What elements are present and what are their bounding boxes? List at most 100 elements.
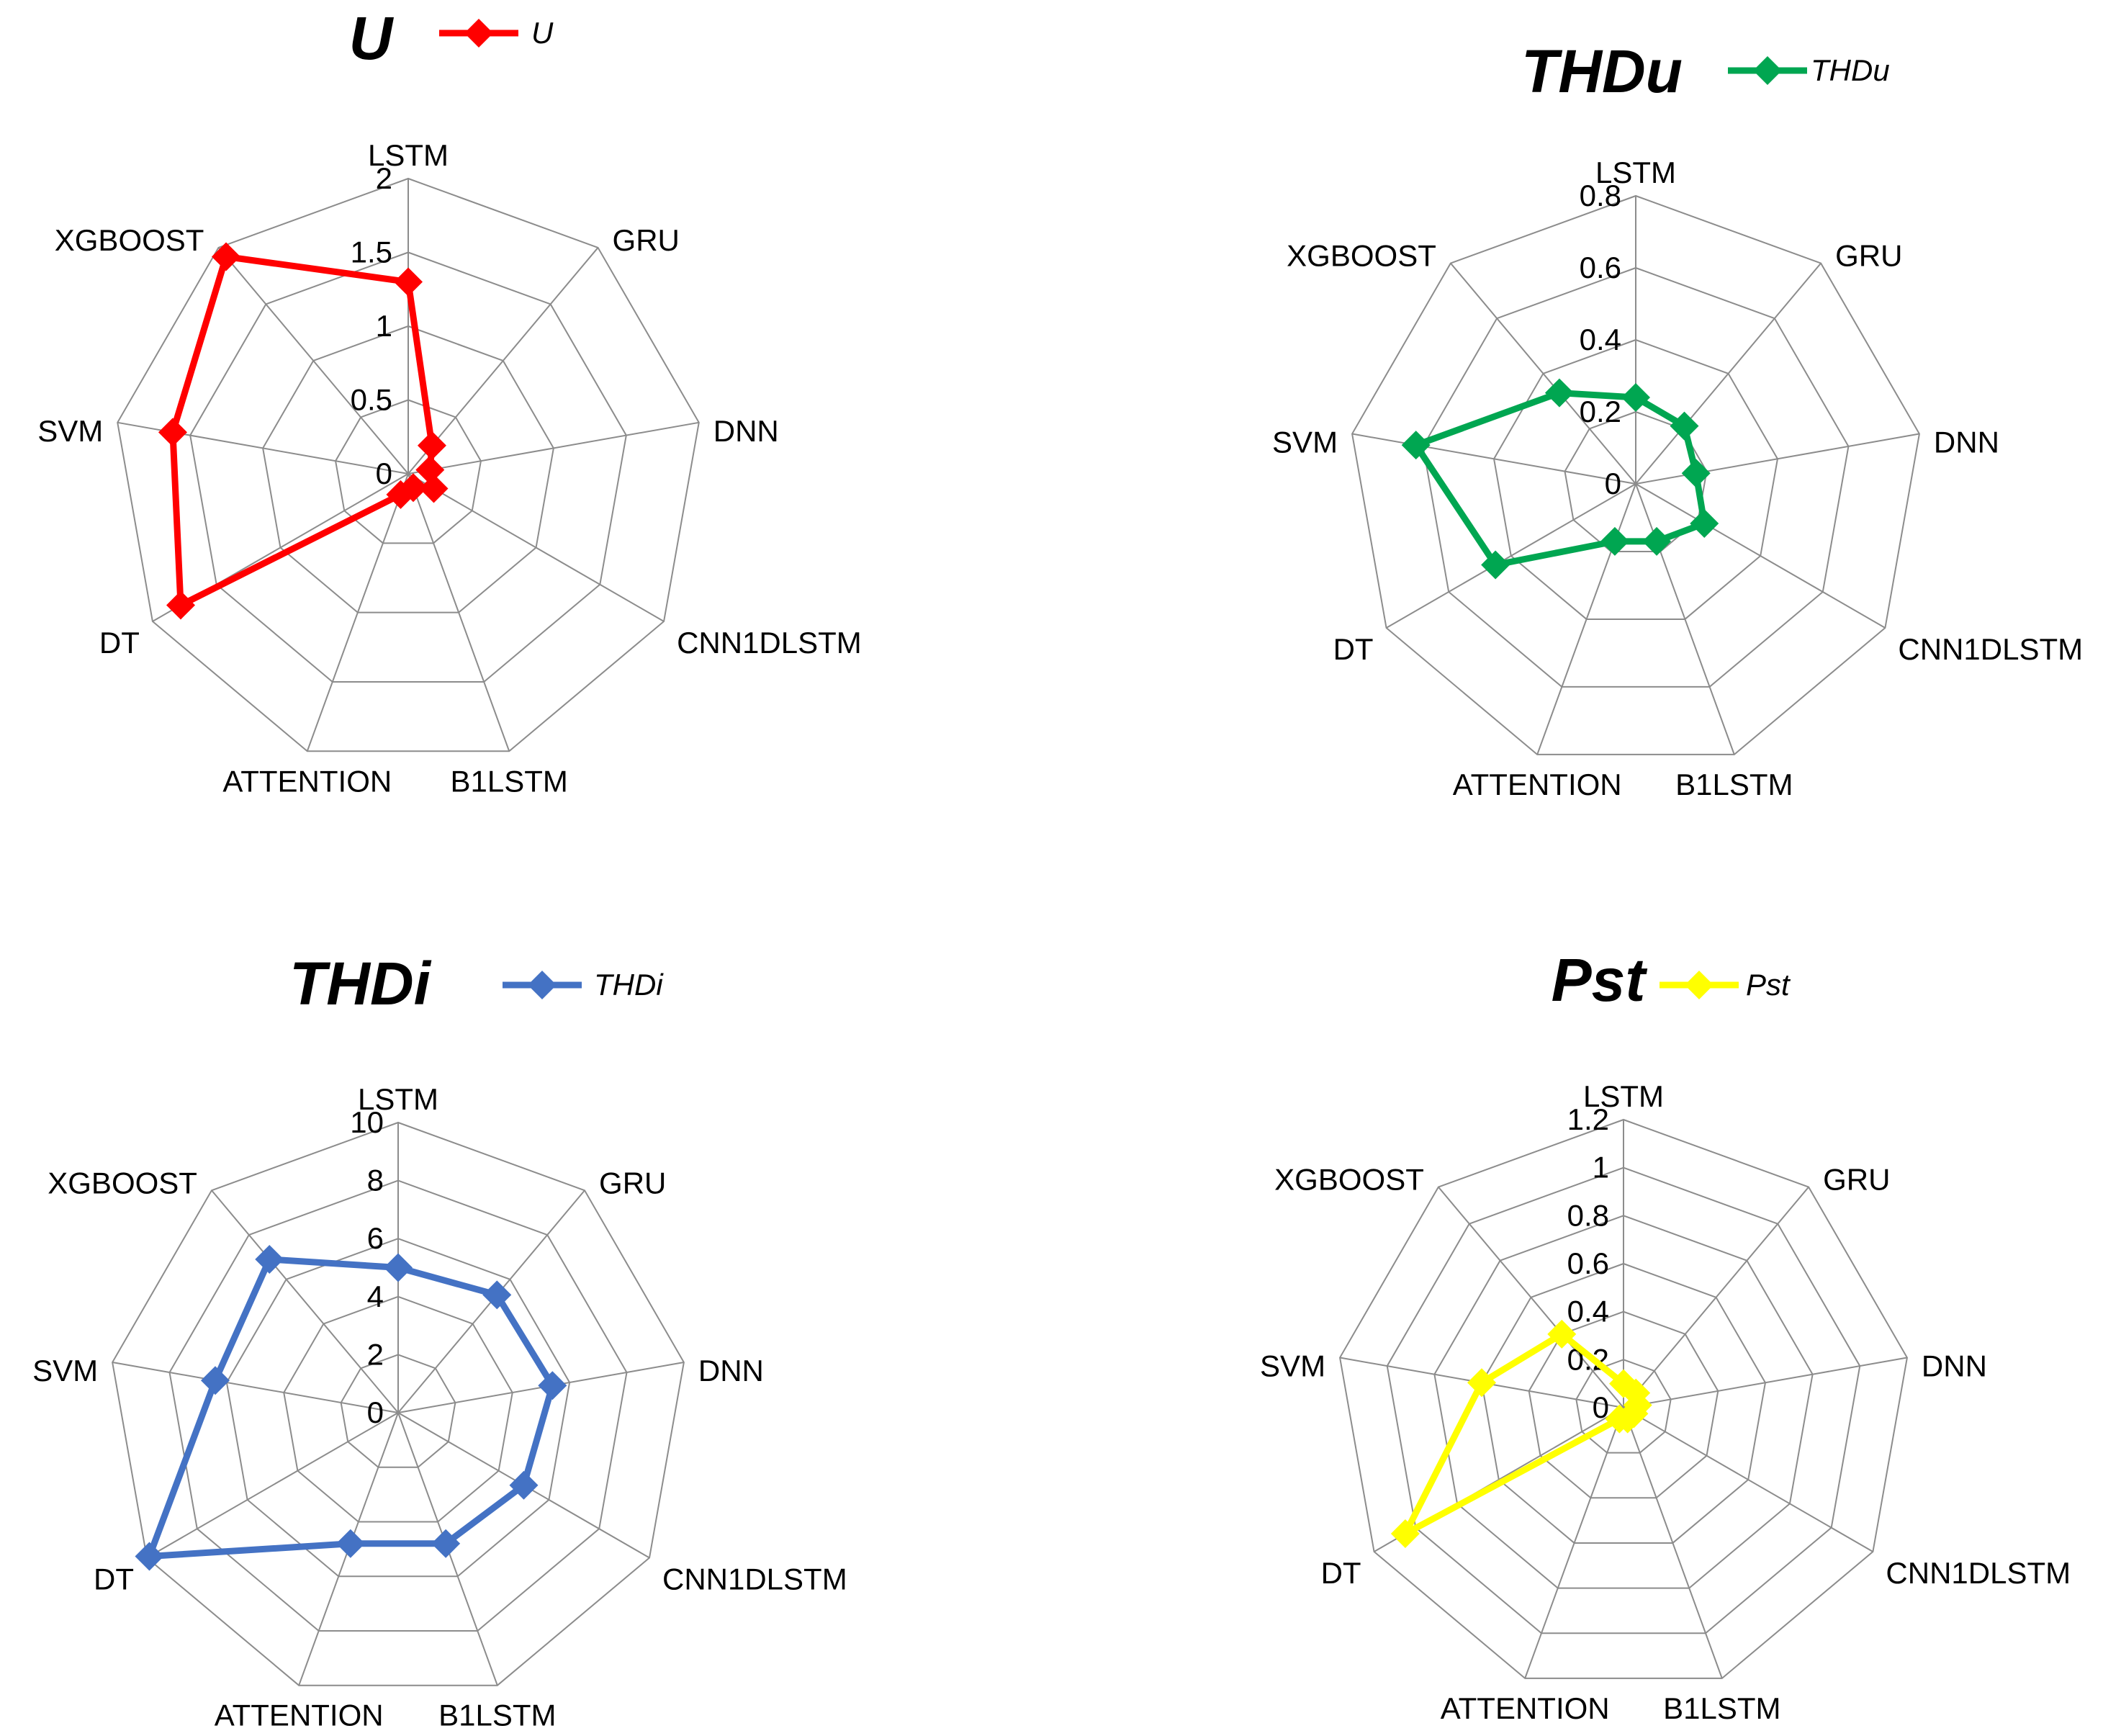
tick-label: 1.5 (351, 235, 392, 269)
grid-spoke (146, 1412, 399, 1559)
data-point-b1lstm (431, 1529, 461, 1558)
grid-spoke (1635, 433, 1920, 485)
legend-label: Pst (1746, 968, 1791, 1002)
data-point-lstm (394, 267, 423, 297)
chart-title: THDi (289, 950, 432, 1017)
category-label-dnn: DNN (1922, 1349, 1987, 1383)
grid-spoke (211, 1189, 399, 1413)
tick-label: 0 (376, 457, 392, 490)
data-point-dt (135, 1542, 164, 1571)
legend-marker (1685, 971, 1714, 999)
data-point-cnn1dlstm (419, 474, 449, 503)
legend-marker (464, 19, 493, 48)
category-label-attention: ATTENTION (1453, 768, 1622, 801)
grid-ring (189, 251, 627, 683)
category-label-lstm: LSTM (1595, 156, 1676, 189)
data-point-attention (386, 480, 415, 509)
data-point-dt (1390, 1519, 1420, 1548)
grid-ring (1339, 1118, 1908, 1679)
category-label-xgboost: XGBOOST (55, 223, 204, 257)
grid-ring (1351, 194, 1920, 755)
grid-spoke (1351, 433, 1636, 485)
chart-title: Pst (1552, 946, 1648, 1014)
tick-label: 0 (367, 1395, 384, 1429)
tick-label: 10 (350, 1105, 384, 1139)
grid-spoke (1623, 1186, 1809, 1408)
tick-label: 0 (1593, 1390, 1609, 1424)
category-label-gru: GRU (599, 1166, 666, 1200)
data-point-gru (1670, 411, 1699, 441)
grid-ring (1528, 1310, 1719, 1499)
tick-label: 1 (1593, 1151, 1609, 1184)
series-line-thdu (1413, 390, 1708, 568)
legend-label: U (531, 16, 554, 50)
category-label-svm: SVM (37, 414, 103, 448)
grid-spoke (112, 1362, 399, 1413)
data-point-attention (1605, 1404, 1634, 1434)
category-label-b1lstm: B1LSTM (438, 1699, 556, 1732)
category-label-svm: SVM (32, 1354, 98, 1388)
data-point-gru (417, 431, 446, 460)
tick-label: 0.4 (1567, 1295, 1609, 1328)
data-point-cnn1dlstm (509, 1470, 539, 1500)
tick-label: 0 (1605, 467, 1621, 500)
category-label-cnn1dlstm: CNN1DLSTM (662, 1562, 847, 1596)
data-point-lstm (384, 1253, 413, 1282)
legend-marker (1753, 56, 1782, 85)
category-label-gru: GRU (1823, 1163, 1890, 1197)
grid-spoke (1450, 262, 1636, 485)
grid-spoke (407, 473, 665, 622)
data-point-attention (1600, 526, 1629, 556)
tick-label: 0.2 (1580, 395, 1621, 428)
data-point-xgboost (255, 1244, 284, 1274)
category-label-dt: DT (94, 1562, 134, 1596)
grid-ring (262, 325, 554, 613)
grid-spoke (1524, 1407, 1624, 1679)
data-point-dnn (1681, 459, 1711, 488)
grid-spoke (306, 473, 409, 752)
grid-spoke (1623, 1357, 1908, 1408)
category-label-xgboost: XGBOOST (1274, 1163, 1424, 1197)
data-point-attention (336, 1529, 365, 1558)
data-point-cnn1dlstm (1690, 509, 1719, 538)
data-point-xgboost (1544, 378, 1574, 408)
tick-label: 0.8 (1580, 179, 1621, 212)
grid-ring (335, 399, 482, 544)
grid-spoke (1635, 483, 1735, 755)
category-label-attention: ATTENTION (215, 1699, 384, 1732)
grid-spoke (217, 247, 409, 475)
tick-label: 1 (376, 309, 392, 343)
series-line-u (169, 253, 438, 608)
category-label-lstm: LSTM (368, 138, 449, 172)
data-point-dt (1481, 550, 1510, 580)
category-label-cnn1dlstm: CNN1DLSTM (1898, 632, 2083, 666)
grid-spoke (1635, 262, 1821, 485)
data-point-xgboost (211, 242, 240, 271)
grid-ring (340, 1354, 456, 1468)
grid-ring (117, 177, 700, 752)
grid-ring (283, 1295, 513, 1523)
tick-label: 2 (376, 161, 392, 195)
data-point-dt (166, 590, 195, 620)
category-label-svm: SVM (1260, 1349, 1325, 1383)
category-label-attention: ATTENTION (1441, 1691, 1610, 1725)
tick-label: 0.4 (1580, 323, 1621, 356)
category-label-dt: DT (1333, 632, 1374, 666)
data-point-svm (1401, 431, 1431, 460)
legend-marker (528, 971, 557, 999)
grid-ring (1492, 338, 1779, 620)
grid-ring (168, 1179, 628, 1632)
radar-chart-pst: 00.20.40.60.811.2LSTMGRUDNNCNN1DLSTMB1LS… (1260, 946, 2071, 1725)
data-point-dnn (415, 455, 445, 485)
data-point-b1lstm (1642, 526, 1672, 556)
grid-ring (1480, 1262, 1767, 1544)
grid-spoke (1635, 483, 1886, 629)
category-label-lstm: LSTM (358, 1082, 438, 1116)
data-point-lstm (1621, 383, 1650, 412)
tick-label: 6 (367, 1221, 384, 1255)
category-label-cnn1dlstm: CNN1DLSTM (1886, 1556, 2071, 1590)
